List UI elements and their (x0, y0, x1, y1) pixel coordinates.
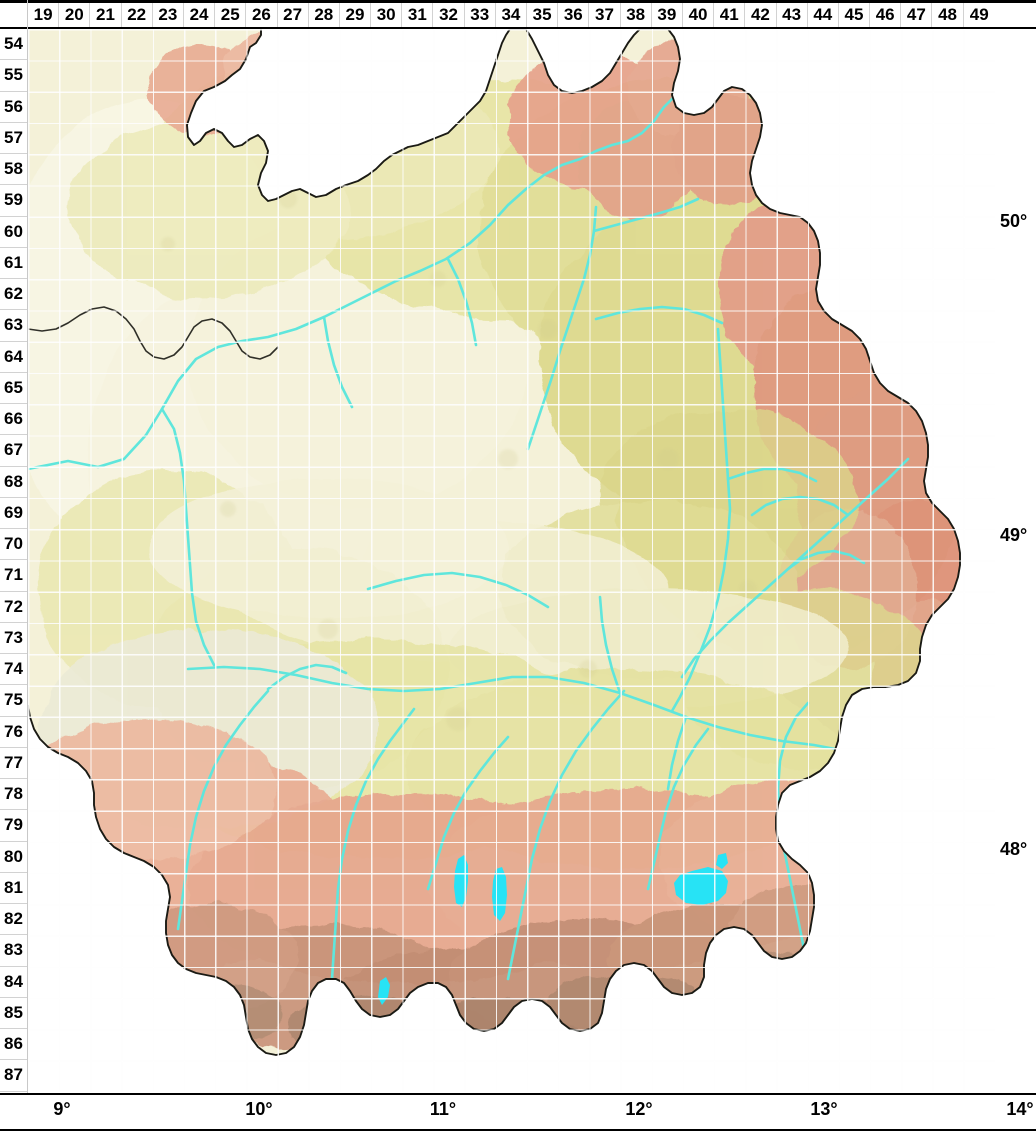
column-label-34: 34 (496, 3, 527, 27)
column-label-38: 38 (621, 3, 652, 27)
row-label-71: 71 (0, 560, 27, 592)
row-label-75: 75 (0, 685, 27, 717)
longitude-label-10deg: 10° (245, 1099, 273, 1119)
longitude-label-12deg: 12° (625, 1099, 653, 1119)
longitude-label-14deg: 14° (1006, 1099, 1034, 1119)
column-label-27: 27 (278, 3, 309, 27)
row-label-57: 57 (0, 123, 27, 154)
frame-header-rule (0, 27, 1036, 29)
longitude-label-group: 9° 10° 11° 12° 13° 14° (0, 1095, 1036, 1129)
column-label-21: 21 (90, 3, 122, 27)
column-label-28: 28 (309, 3, 340, 27)
row-label-78: 78 (0, 779, 27, 811)
row-label-62: 62 (0, 279, 27, 311)
relief-map-svg (28, 29, 995, 1092)
column-label-37: 37 (589, 3, 621, 27)
latitude-label-49deg: 49° (1000, 525, 1028, 545)
column-label-44: 44 (808, 3, 839, 27)
column-label-25: 25 (215, 3, 247, 27)
longitude-label-9deg: 9° (53, 1099, 71, 1119)
frame-bottom-rule (0, 1093, 1036, 1095)
column-label-30: 30 (371, 3, 403, 27)
row-label-87: 87 (0, 1060, 27, 1092)
row-label-81: 81 (0, 873, 27, 904)
row-label-60: 60 (0, 217, 27, 248)
column-label-26: 26 (246, 3, 278, 27)
row-label-82: 82 (0, 904, 27, 936)
column-label-42: 42 (745, 3, 777, 27)
row-label-68: 68 (0, 467, 27, 498)
row-label-80: 80 (0, 842, 27, 873)
row-label-70: 70 (0, 529, 27, 561)
row-label-63: 63 (0, 310, 27, 342)
column-label-41: 41 (714, 3, 746, 27)
row-label-86: 86 (0, 1029, 27, 1061)
row-label-59: 59 (0, 185, 27, 217)
column-label-43: 43 (777, 3, 808, 27)
row-label-66: 66 (0, 404, 27, 436)
row-label-76: 76 (0, 717, 27, 748)
row-label-69: 69 (0, 498, 27, 529)
latitude-label-48deg: 48° (1000, 839, 1028, 859)
column-label-19: 19 (28, 3, 60, 27)
column-label-39: 39 (652, 3, 683, 27)
column-label-23: 23 (153, 3, 184, 27)
column-label-35: 35 (527, 3, 559, 27)
row-label-55: 55 (0, 60, 27, 92)
column-label-20: 20 (59, 3, 91, 27)
row-header-divider (27, 0, 28, 1093)
frame-top-rule (0, 0, 1036, 3)
column-header: 19 20 21 22 23 24 25 26 27 28 29 30 31 32 33 34 35 36 37 38… (28, 3, 995, 27)
row-label-64: 64 (0, 342, 27, 373)
column-label-40: 40 (683, 3, 715, 27)
latitude-label-50deg: 50° (1000, 211, 1028, 231)
row-label-61: 61 (0, 248, 27, 279)
row-label-74: 74 (0, 654, 27, 686)
row-label-85: 85 (0, 998, 27, 1029)
row-label-72: 72 (0, 592, 27, 623)
row-label-84: 84 (0, 967, 27, 998)
row-label-79: 79 (0, 810, 27, 842)
column-label-47: 47 (901, 3, 933, 27)
column-label-36: 36 (558, 3, 590, 27)
row-label-67: 67 (0, 435, 27, 467)
frame-page-bottom-rule (0, 1129, 1036, 1131)
column-label-49: 49 (969, 5, 989, 24)
row-label-58: 58 (0, 154, 27, 186)
row-label-56: 56 (0, 92, 27, 123)
column-label-48: 48 (932, 3, 964, 27)
row-label-73: 73 (0, 623, 27, 654)
column-label-22: 22 (122, 3, 153, 27)
column-label-29: 29 (340, 3, 372, 27)
longitude-label-13deg: 13° (810, 1099, 838, 1119)
column-label-45: 45 (839, 3, 871, 27)
column-label-31: 31 (402, 3, 434, 27)
row-label-65: 65 (0, 373, 27, 404)
row-label-77: 77 (0, 748, 27, 779)
row-label-83: 83 (0, 935, 27, 967)
row-label-54: 54 (0, 29, 27, 61)
map-canvas[interactable] (28, 29, 995, 1092)
column-label-32: 32 (433, 3, 465, 27)
row-header: 54 55 56 57 58 59 60 61 62 63 64 65 66 67 68 69 70 71 72 73… (0, 29, 27, 1092)
column-label-24: 24 (184, 3, 216, 27)
column-label-33: 33 (465, 3, 496, 27)
longitude-label-11deg: 11° (429, 1099, 457, 1119)
column-label-46: 46 (870, 3, 902, 27)
